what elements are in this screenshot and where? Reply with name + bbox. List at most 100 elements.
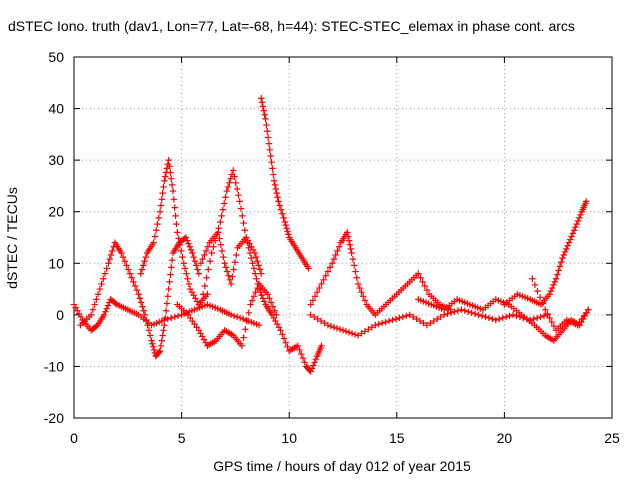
data-point — [217, 218, 224, 226]
data-point — [227, 311, 235, 319]
data-point — [167, 271, 174, 278]
data-point — [296, 346, 303, 354]
data-point — [506, 312, 513, 320]
data-point — [447, 309, 455, 316]
data-point — [345, 237, 353, 244]
data-point — [169, 187, 177, 195]
data-point — [144, 321, 151, 329]
data-point — [269, 165, 276, 172]
data-point — [229, 273, 236, 280]
data-point — [93, 296, 100, 303]
data-point — [318, 342, 325, 349]
data-point — [361, 328, 369, 335]
data-point — [322, 272, 329, 279]
data-point — [168, 264, 175, 271]
data-point — [496, 315, 503, 323]
data-point — [335, 243, 343, 250]
data-point — [126, 270, 134, 277]
data-point — [272, 185, 280, 193]
data-point — [423, 321, 431, 329]
data-point — [105, 260, 112, 267]
data-point — [143, 316, 150, 324]
data-point — [324, 268, 332, 275]
data-point — [313, 288, 321, 296]
data-point — [354, 332, 362, 339]
data-point — [231, 173, 238, 180]
data-point — [158, 337, 166, 344]
data-point — [141, 311, 149, 319]
data-point — [258, 99, 266, 106]
data-point — [560, 251, 567, 259]
y-tick-label: 10 — [48, 255, 64, 271]
data-point — [565, 239, 573, 246]
data-point — [199, 255, 206, 263]
data-point — [155, 214, 162, 222]
data-point — [252, 288, 259, 296]
data-point — [534, 287, 541, 295]
data-point — [159, 332, 166, 339]
data-point — [104, 302, 112, 309]
data-point — [146, 332, 154, 339]
data-point — [561, 248, 569, 256]
data-point — [540, 312, 548, 320]
data-point — [235, 192, 242, 199]
data-point — [451, 308, 458, 315]
data-point — [529, 275, 536, 282]
data-point — [231, 259, 239, 266]
data-point — [492, 316, 499, 324]
data-point — [185, 240, 192, 247]
data-point — [195, 270, 203, 277]
y-tick-label: 20 — [48, 204, 64, 220]
data-point — [318, 280, 325, 288]
data-point — [262, 115, 269, 123]
data-point — [248, 297, 256, 304]
data-point — [225, 272, 232, 279]
data-point — [199, 291, 207, 298]
data-point — [261, 111, 268, 118]
data-point — [301, 359, 308, 366]
data-point — [548, 318, 555, 326]
data-point — [243, 317, 251, 325]
data-point — [533, 314, 541, 322]
data-point — [354, 280, 362, 288]
data-point — [420, 319, 427, 327]
data-point — [349, 255, 357, 263]
data-point — [403, 312, 410, 320]
data-point — [96, 285, 104, 293]
x-tick-label: 15 — [389, 430, 405, 446]
data-point — [264, 291, 271, 298]
data-point — [421, 282, 428, 290]
data-point — [361, 297, 369, 304]
data-point — [348, 330, 356, 337]
data-point — [415, 270, 422, 277]
data-point — [280, 335, 288, 342]
data-point — [360, 293, 367, 300]
series-0 — [70, 296, 263, 334]
data-point — [168, 181, 176, 189]
series-5 — [174, 280, 280, 349]
data-point — [145, 327, 153, 334]
data-point — [314, 315, 321, 323]
data-point — [274, 194, 281, 201]
y-tick-label: 30 — [48, 152, 64, 168]
data-point — [171, 313, 178, 321]
data-point — [499, 314, 506, 322]
data-point — [183, 270, 190, 277]
data-point — [123, 262, 130, 269]
data-point — [239, 212, 246, 220]
data-point — [162, 314, 169, 322]
data-point — [392, 315, 400, 323]
data-point — [222, 264, 230, 271]
data-point — [465, 308, 472, 315]
data-point — [417, 274, 424, 281]
data-point — [130, 278, 137, 286]
data-point — [546, 291, 553, 298]
data-point — [100, 311, 108, 319]
data-point — [141, 258, 148, 265]
data-point — [264, 134, 272, 141]
data-point — [255, 321, 263, 329]
data-point — [309, 297, 317, 304]
data-point — [253, 275, 260, 282]
data-point — [485, 314, 493, 322]
data-point — [266, 295, 273, 302]
